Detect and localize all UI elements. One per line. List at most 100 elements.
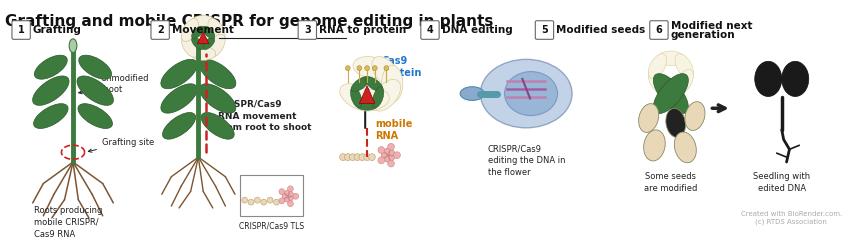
Circle shape [279,189,285,195]
Text: Modified seeds: Modified seeds [556,25,645,35]
Polygon shape [360,86,375,103]
Text: mobile
RNA: mobile RNA [375,119,412,141]
Ellipse shape [203,26,215,39]
Ellipse shape [353,89,389,111]
Ellipse shape [356,101,377,110]
Text: Modified next: Modified next [671,21,752,31]
Text: Seedling with
edited DNA: Seedling with edited DNA [753,172,811,193]
Ellipse shape [77,76,114,105]
Circle shape [388,144,394,150]
Ellipse shape [675,69,694,94]
Text: 5: 5 [541,25,548,35]
Circle shape [359,154,365,161]
Ellipse shape [192,26,204,39]
Ellipse shape [34,104,68,128]
Text: RNA: RNA [263,184,279,193]
Circle shape [287,186,293,192]
Ellipse shape [79,55,112,79]
Text: 4: 4 [427,25,433,35]
Text: Cas9
Protein: Cas9 Protein [382,56,422,78]
Ellipse shape [161,84,198,113]
Ellipse shape [675,54,694,79]
Ellipse shape [191,15,215,29]
Text: Some seeds
are modified: Some seeds are modified [644,172,698,193]
Circle shape [254,197,260,203]
Ellipse shape [382,65,403,102]
Ellipse shape [201,113,234,139]
Text: CRISPR/Cas9 TLS: CRISPR/Cas9 TLS [238,222,304,231]
Ellipse shape [644,130,665,161]
Text: 1: 1 [18,25,25,35]
Circle shape [384,66,388,71]
Text: Grafting: Grafting [33,25,81,35]
Ellipse shape [460,87,484,101]
Circle shape [357,66,362,71]
Ellipse shape [372,57,400,88]
FancyBboxPatch shape [421,21,439,39]
Text: Created with BioRender.com.
(c) RTDS Association: Created with BioRender.com. (c) RTDS Ass… [741,211,842,226]
FancyBboxPatch shape [240,175,303,216]
Circle shape [378,157,385,164]
Circle shape [349,154,356,161]
FancyBboxPatch shape [12,21,31,39]
Text: Movement: Movement [171,25,233,35]
Circle shape [378,146,385,153]
Text: 2: 2 [157,25,164,35]
Ellipse shape [350,87,362,107]
Circle shape [340,154,346,161]
Text: Roots producing
mobile CRISPR/
Cas9 RNA: Roots producing mobile CRISPR/ Cas9 RNA [35,206,103,239]
Circle shape [345,66,350,71]
Ellipse shape [657,82,684,97]
Ellipse shape [351,77,370,92]
Ellipse shape [653,74,689,114]
Circle shape [293,193,298,199]
Circle shape [274,199,279,205]
Ellipse shape [648,54,667,79]
Ellipse shape [208,34,225,57]
Circle shape [287,201,293,206]
Ellipse shape [35,55,67,79]
Text: DNA editing: DNA editing [442,25,512,35]
Circle shape [344,154,351,161]
Ellipse shape [32,76,69,105]
Text: CRISPR/Cas9
RNA movement
from root to shoot: CRISPR/Cas9 RNA movement from root to sh… [218,100,311,132]
FancyBboxPatch shape [650,21,668,39]
Text: 3: 3 [304,25,310,35]
Ellipse shape [653,74,689,114]
Circle shape [364,154,371,161]
Ellipse shape [163,113,196,139]
Text: 6: 6 [656,25,662,35]
Circle shape [279,198,285,204]
FancyBboxPatch shape [151,21,170,39]
Ellipse shape [70,39,77,53]
Ellipse shape [161,59,198,89]
Circle shape [393,152,400,159]
FancyBboxPatch shape [298,21,316,39]
Text: Unmodified
shoot: Unmodified shoot [79,74,148,94]
Circle shape [261,199,266,205]
Ellipse shape [340,84,373,110]
Ellipse shape [192,37,204,50]
Ellipse shape [191,47,215,60]
Ellipse shape [639,104,659,132]
Text: generation: generation [671,30,735,40]
Ellipse shape [203,37,215,50]
Ellipse shape [372,87,384,107]
Ellipse shape [208,19,225,41]
Ellipse shape [782,61,809,97]
Circle shape [282,190,293,202]
Ellipse shape [181,34,198,57]
Ellipse shape [657,51,684,66]
Ellipse shape [481,59,572,128]
Text: CRISPR/Cas9
editing the DNA in
the flower: CRISPR/Cas9 editing the DNA in the flowe… [488,144,565,177]
Text: RNA to protein: RNA to protein [319,25,406,35]
Circle shape [388,160,394,167]
Ellipse shape [755,61,782,97]
Text: Grafting and mobile CRISPR for genome editing in plants: Grafting and mobile CRISPR for genome ed… [4,14,493,29]
Circle shape [365,66,370,71]
Ellipse shape [674,132,696,163]
Polygon shape [198,32,209,44]
Circle shape [372,66,377,71]
Ellipse shape [372,80,400,111]
FancyBboxPatch shape [535,21,554,39]
